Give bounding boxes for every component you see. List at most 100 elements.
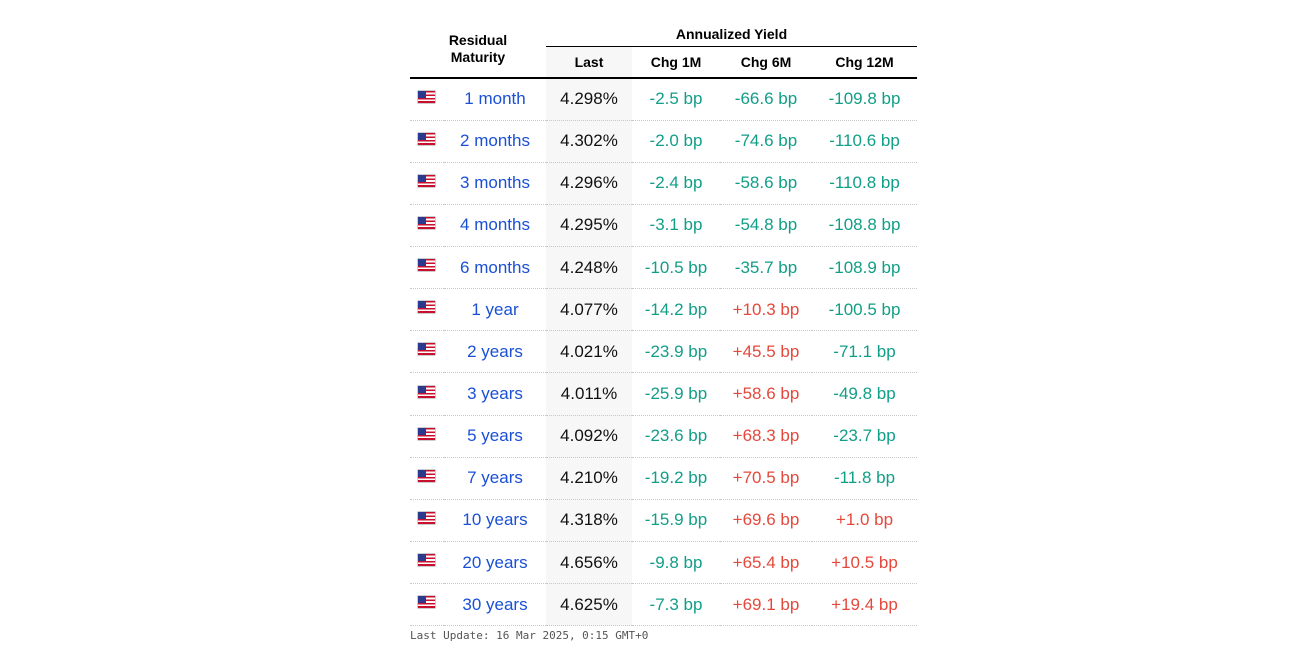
chg-6m-value: +58.6 bp xyxy=(732,384,800,404)
chg-1m-value: -3.1 bp xyxy=(649,215,703,235)
table-row: 10 years 4.318% -15.9 bp +69.6 bp +1.0 bp xyxy=(410,499,917,542)
chg-1m-value: -19.2 bp xyxy=(644,468,708,488)
chg-12m-value: +10.5 bp xyxy=(831,552,898,572)
maturity-link[interactable]: 4 months xyxy=(460,215,530,235)
yield-table-container: Residual Maturity Annualized Yield Last … xyxy=(410,14,917,642)
maturity-link[interactable]: 1 year xyxy=(471,299,519,319)
chg-12m-value: -110.6 bp xyxy=(829,131,900,151)
flag-cell xyxy=(410,162,444,204)
maturity-link[interactable]: 3 years xyxy=(467,384,523,404)
flag-cell xyxy=(410,204,444,246)
chg-6m-value: +65.4 bp xyxy=(732,552,800,572)
chg-1m-value: -15.9 bp xyxy=(644,510,708,530)
table-row: 30 years 4.625% -7.3 bp +69.1 bp +19.4 bp xyxy=(410,583,917,626)
us-flag-icon xyxy=(418,301,435,314)
chg-1m-header: Chg 1M xyxy=(650,54,702,70)
table-row: 4 months 4.295% -3.1 bp -54.8 bp -108.8 bp xyxy=(410,204,917,247)
maturity-link[interactable]: 3 months xyxy=(460,173,530,193)
chg-1m-value: -2.5 bp xyxy=(649,89,703,109)
residual-maturity-label: Residual Maturity xyxy=(448,31,508,65)
chg-6m-value: -66.6 bp xyxy=(734,89,798,109)
chg-12m-header: Chg 12M xyxy=(835,54,894,70)
us-flag-icon xyxy=(418,596,435,609)
chg-12m-value: -100.5 bp xyxy=(828,299,901,319)
flag-cell xyxy=(410,499,444,541)
last-yield-value: 4.011% xyxy=(546,372,632,416)
residual-maturity-header: Residual Maturity xyxy=(410,14,546,78)
chg-12m-value: -108.9 bp xyxy=(828,257,901,277)
last-yield-value: 4.656% xyxy=(546,541,632,584)
last-yield-value: 4.625% xyxy=(546,583,632,626)
last-yield-value: 4.296% xyxy=(546,162,632,205)
us-flag-icon xyxy=(418,174,435,187)
chg-12m-value: -109.8 bp xyxy=(828,89,901,109)
chg-6m-value: +69.6 bp xyxy=(732,510,800,530)
flag-cell xyxy=(410,584,444,626)
yield-table: Residual Maturity Annualized Yield Last … xyxy=(410,14,917,626)
chg-1m-value: -9.8 bp xyxy=(649,552,703,572)
chg-1m-value: -23.9 bp xyxy=(644,341,708,361)
table-row: 2 months 4.302% -2.0 bp -74.6 bp -110.6 bp xyxy=(410,120,917,163)
us-flag-icon xyxy=(418,132,435,145)
chg-6m-value: -74.6 bp xyxy=(734,131,798,151)
maturity-link[interactable]: 2 years xyxy=(467,341,523,361)
flag-cell xyxy=(410,78,444,120)
us-flag-icon xyxy=(418,217,435,229)
table-row: 3 years 4.011% -25.9 bp +58.6 bp -49.8 bp xyxy=(410,372,917,416)
last-yield-value: 4.092% xyxy=(546,415,632,458)
table-row: 20 years 4.656% -9.8 bp +65.4 bp +10.5 bp xyxy=(410,541,917,584)
flag-cell xyxy=(410,289,444,331)
us-flag-icon xyxy=(418,259,435,272)
last-yield-value: 4.318% xyxy=(546,499,632,542)
chg-1m-value: -23.6 bp xyxy=(644,426,708,446)
annualized-yield-header: Annualized Yield xyxy=(546,14,917,47)
last-yield-value: 4.021% xyxy=(546,330,632,373)
chg-6m-header: Chg 6M xyxy=(740,54,792,70)
chg-6m-value: -54.8 bp xyxy=(734,215,798,235)
table-row: 7 years 4.210% -19.2 bp +70.5 bp -11.8 bp xyxy=(410,457,917,500)
last-yield-value: 4.298% xyxy=(546,78,632,121)
chg-6m-value: -35.7 bp xyxy=(734,257,798,277)
us-flag-icon xyxy=(418,385,435,398)
maturity-link[interactable]: 1 month xyxy=(464,89,526,109)
table-row: 3 months 4.296% -2.4 bp -58.6 bp -110.8 bp xyxy=(410,162,917,205)
us-flag-icon xyxy=(418,511,435,524)
chg-12m-value: -71.1 bp xyxy=(833,341,896,361)
maturity-link[interactable]: 5 years xyxy=(467,426,523,446)
maturity-link[interactable]: 7 years xyxy=(467,468,523,488)
chg-6m-value: +45.5 bp xyxy=(732,341,800,361)
flag-cell xyxy=(410,415,444,457)
maturity-link[interactable]: 6 months xyxy=(460,257,530,277)
flag-cell xyxy=(410,120,444,162)
flag-cell xyxy=(410,331,444,373)
chg-12m-value: -49.8 bp xyxy=(833,384,896,404)
last-yield-value: 4.210% xyxy=(546,457,632,500)
chg-12m-value: +1.0 bp xyxy=(835,510,894,530)
table-row: 5 years 4.092% -23.6 bp +68.3 bp -23.7 bp xyxy=(410,415,917,458)
maturity-link[interactable]: 2 months xyxy=(460,131,530,151)
chg-6m-value: +10.3 bp xyxy=(732,299,800,319)
table-body: 1 month 4.298% -2.5 bp -66.6 bp -109.8 bp 2 m… xyxy=(410,78,917,626)
chg-1m-value: -2.4 bp xyxy=(649,173,703,193)
chg-1m-value: -7.3 bp xyxy=(649,594,703,614)
chg-6m-value: +70.5 bp xyxy=(732,468,800,488)
chg-12m-value: -110.8 bp xyxy=(829,173,900,193)
table-row: 1 year 4.077% -14.2 bp +10.3 bp -100.5 bp xyxy=(410,288,917,331)
maturity-link[interactable]: 30 years xyxy=(462,594,528,614)
chg-1m-value: -14.2 bp xyxy=(644,299,708,319)
us-flag-icon xyxy=(418,469,435,482)
table-row: 1 month 4.298% -2.5 bp -66.6 bp -109.8 bp xyxy=(410,78,917,121)
last-update-text: Last Update: 16 Mar 2025, 0:15 GMT+0 xyxy=(410,629,649,643)
chg-6m-value: +69.1 bp xyxy=(732,594,800,614)
table-row: 2 years 4.021% -23.9 bp +45.5 bp -71.1 bp xyxy=(410,330,917,373)
table-row: 6 months 4.248% -10.5 bp -35.7 bp -108.9 bp xyxy=(410,246,917,289)
maturity-link[interactable]: 20 years xyxy=(462,552,528,572)
chg-1m-value: -25.9 bp xyxy=(644,384,708,404)
last-yield-value: 4.302% xyxy=(546,120,632,163)
last-yield-value: 4.077% xyxy=(546,288,632,331)
last-yield-value: 4.248% xyxy=(546,246,632,289)
maturity-link[interactable]: 10 years xyxy=(462,510,528,530)
chg-1m-value: -10.5 bp xyxy=(644,257,708,277)
flag-cell xyxy=(410,247,444,289)
chg-12m-value: -23.7 bp xyxy=(833,426,896,446)
